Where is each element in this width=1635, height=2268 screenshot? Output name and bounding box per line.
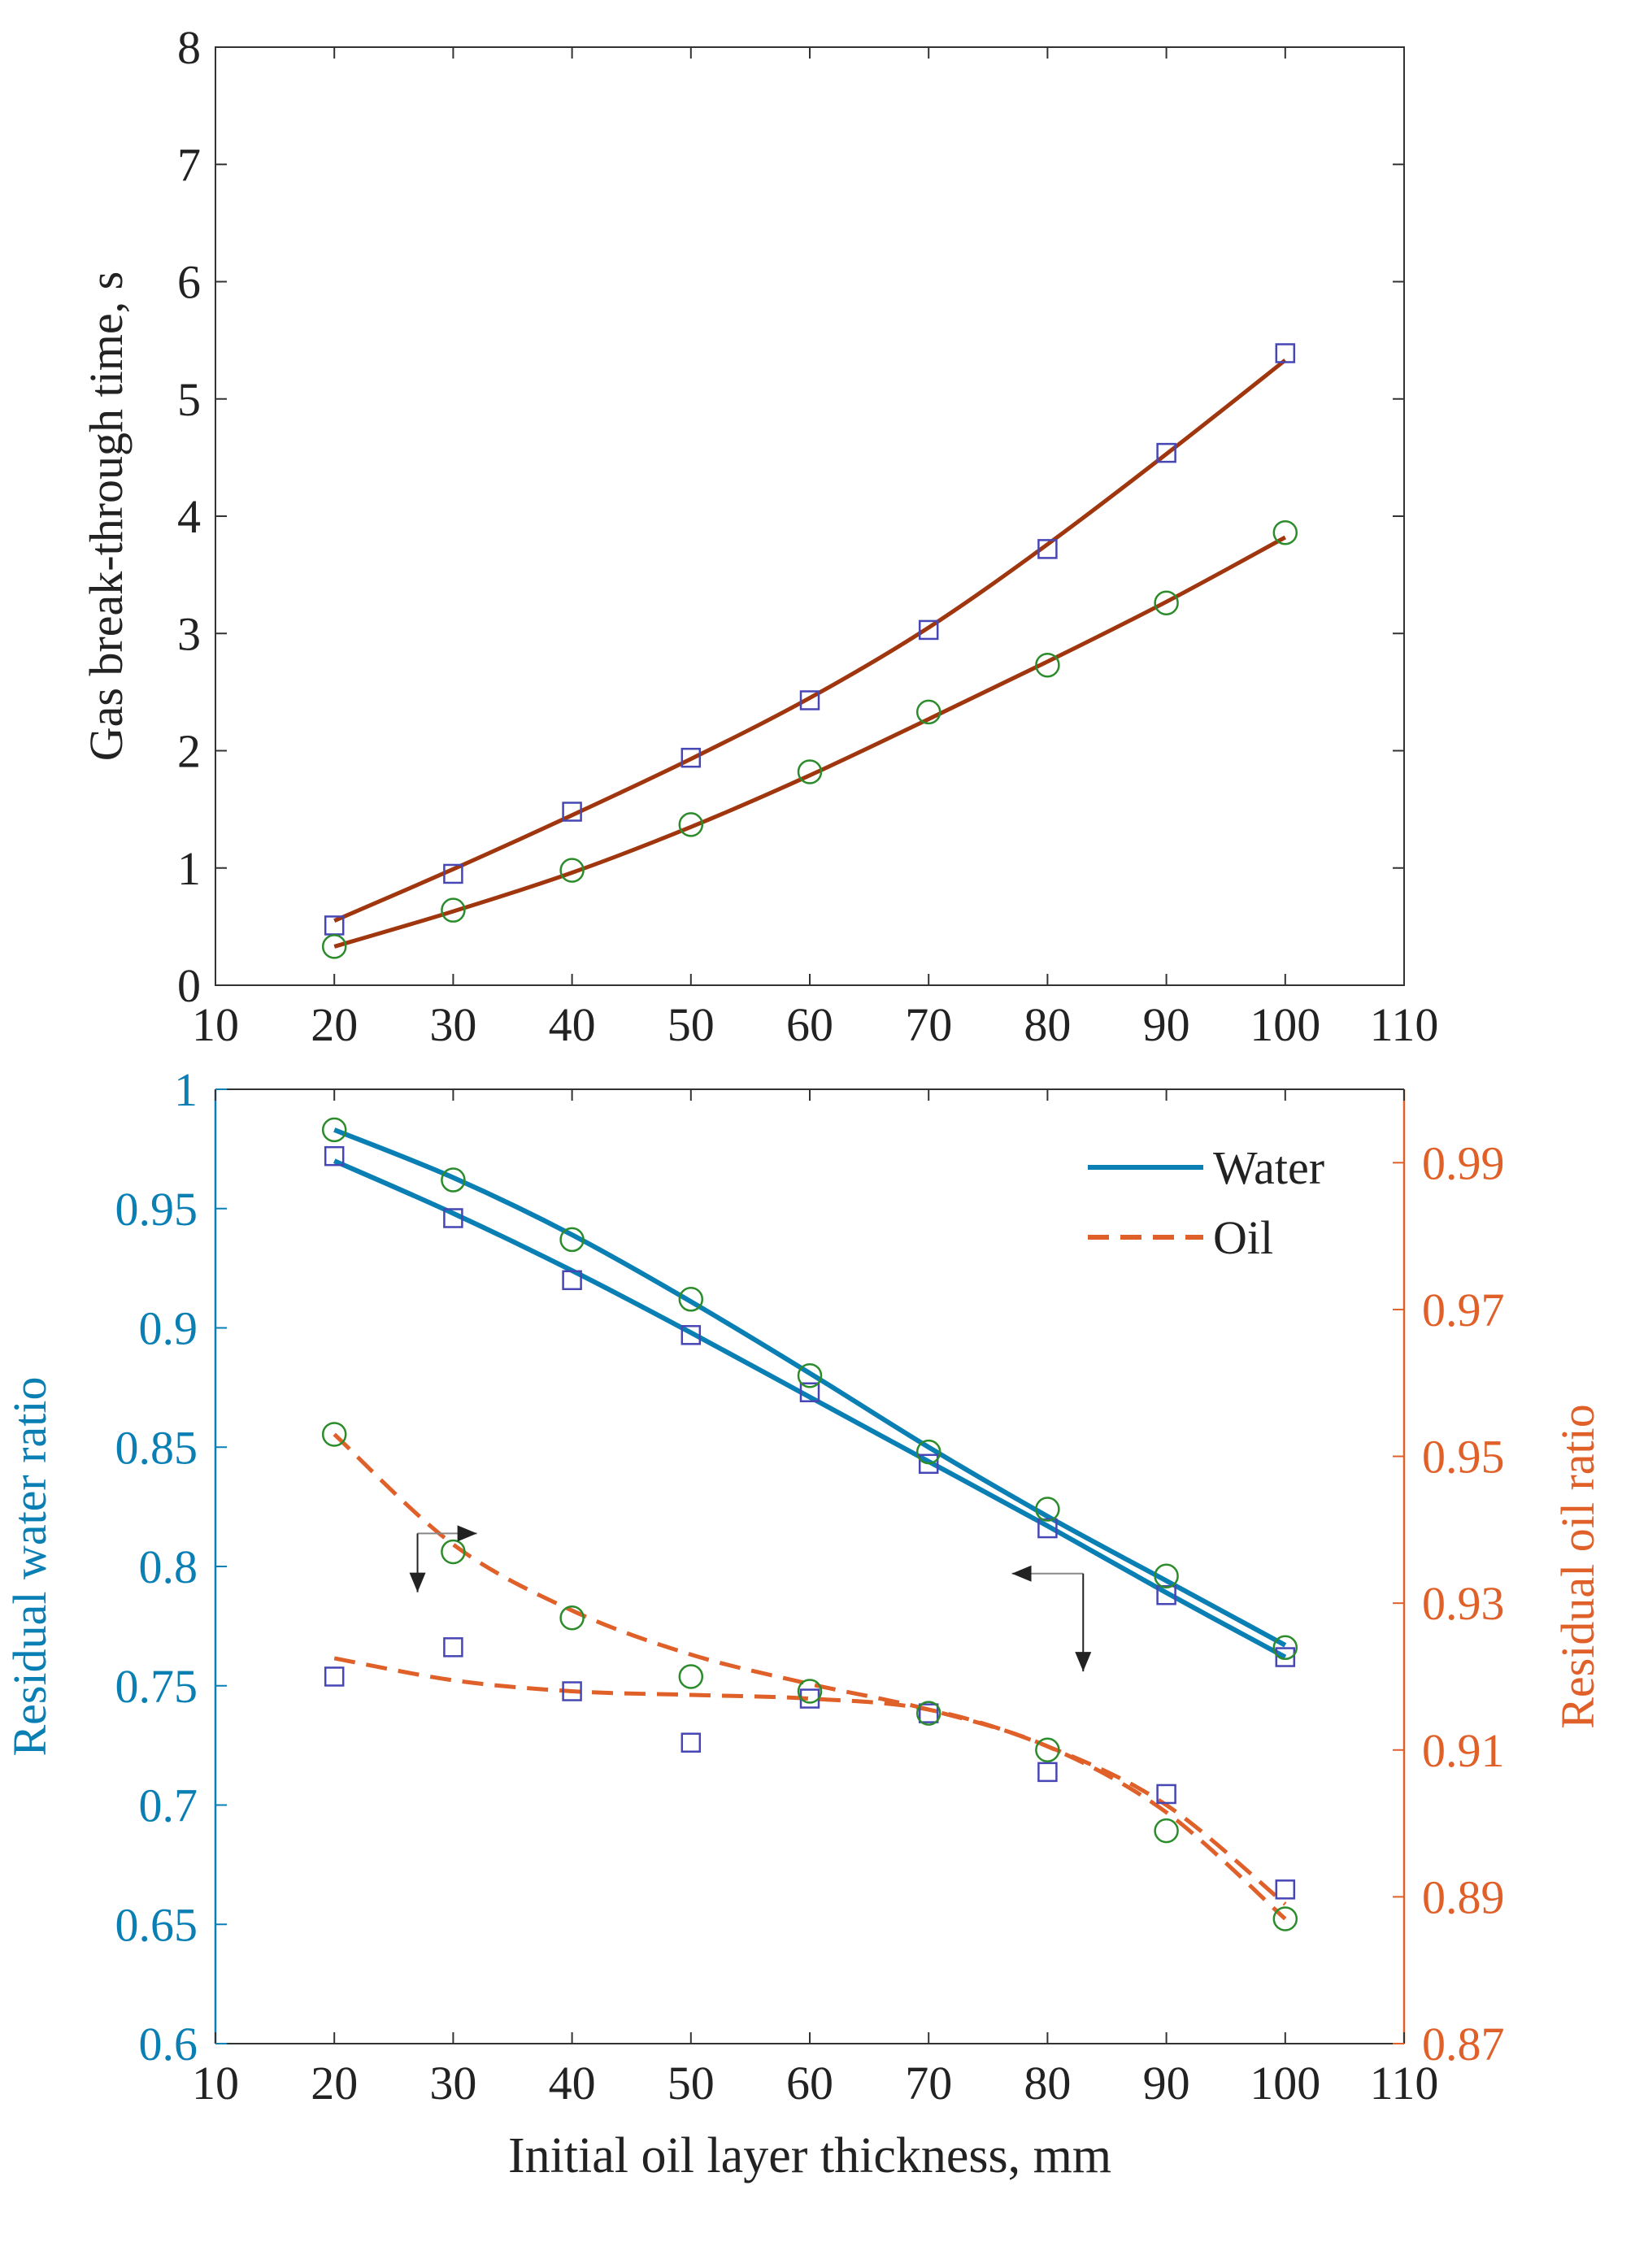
top-x-tick-label: 80 bbox=[1024, 998, 1071, 1051]
left-y-tick-label: 1 bbox=[174, 1063, 198, 1116]
figure: 10 20 30 40 50 60 70 80 90 100 110 0 1 2 3 4 5 6 7 8 Gas b… bbox=[0, 0, 1635, 2268]
right-y-tick-label: 0.89 bbox=[1422, 1870, 1505, 1923]
bottom-x-tick-label: 60 bbox=[786, 2057, 833, 2109]
top-y-tick-label: 4 bbox=[177, 490, 201, 543]
left-y-tick-label: 0.7 bbox=[139, 1779, 198, 1832]
top-x-tick-label: 40 bbox=[549, 998, 596, 1051]
bottom-x-tick-label: 100 bbox=[1250, 2057, 1320, 2109]
left-y-tick-label: 0.9 bbox=[139, 1302, 198, 1355]
right-y-tick-label: 0.93 bbox=[1422, 1577, 1505, 1630]
top-y-tick-label: 6 bbox=[177, 256, 201, 309]
bottom-x-tick-label: 40 bbox=[549, 2057, 596, 2109]
left-y-tick-label: 0.6 bbox=[139, 2018, 198, 2070]
bottom-x-tick-label: 70 bbox=[905, 2057, 952, 2109]
top-x-tick-label: 30 bbox=[429, 998, 476, 1051]
x-axis-label: Initial oil layer thickness, mm bbox=[508, 2128, 1111, 2183]
top-y-tick-label: 7 bbox=[177, 138, 201, 191]
top-x-tick-label: 100 bbox=[1250, 998, 1320, 1051]
top-y-tick-label: 2 bbox=[177, 725, 201, 778]
right-y-tick-label: 0.91 bbox=[1422, 1724, 1505, 1777]
top-y-tick-label: 0 bbox=[177, 959, 201, 1012]
right-y-tick-label: 0.99 bbox=[1422, 1136, 1505, 1189]
legend-water-label: Water bbox=[1213, 1141, 1324, 1194]
bottom-x-tick-label: 80 bbox=[1024, 2057, 1071, 2109]
right-y-tick-label: 0.97 bbox=[1422, 1284, 1505, 1336]
bottom-x-tick-label: 90 bbox=[1143, 2057, 1190, 2109]
top-x-tick-label: 70 bbox=[905, 998, 952, 1051]
left-y-tick-label: 0.8 bbox=[139, 1540, 198, 1593]
right-y-tick-label: 0.87 bbox=[1422, 2018, 1505, 2070]
top-y-tick-label: 5 bbox=[177, 373, 201, 426]
figure-background bbox=[0, 0, 1635, 2268]
left-y-tick-label: 0.65 bbox=[115, 1898, 198, 1951]
bottom-x-tick-label: 30 bbox=[429, 2057, 476, 2109]
left-y-tick-label: 0.95 bbox=[115, 1183, 198, 1236]
top-x-tick-label: 20 bbox=[311, 998, 358, 1051]
right-y-tick-label: 0.95 bbox=[1422, 1431, 1505, 1484]
top-y-tick-label: 1 bbox=[177, 842, 201, 895]
left-y-tick-label: 0.85 bbox=[115, 1421, 198, 1474]
top-x-tick-label: 110 bbox=[1370, 998, 1439, 1051]
top-x-tick-label: 60 bbox=[786, 998, 833, 1051]
top-x-tick-label: 50 bbox=[667, 998, 715, 1051]
bottom-x-tick-label: 20 bbox=[311, 2057, 358, 2109]
top-y-tick-label: 8 bbox=[177, 21, 201, 74]
top-y-tick-label: 3 bbox=[177, 607, 201, 660]
right-y-axis-label: Residual oil ratio bbox=[1551, 1404, 1604, 1729]
left-y-axis-label: Residual water ratio bbox=[3, 1376, 56, 1756]
top-y-axis-label: Gas break-through time, s bbox=[80, 272, 133, 761]
bottom-x-tick-label: 10 bbox=[192, 2057, 239, 2109]
bottom-x-tick-label: 50 bbox=[667, 2057, 715, 2109]
legend-oil-label: Oil bbox=[1213, 1211, 1273, 1264]
left-y-tick-label: 0.75 bbox=[115, 1660, 198, 1713]
top-x-tick-label: 90 bbox=[1143, 998, 1190, 1051]
